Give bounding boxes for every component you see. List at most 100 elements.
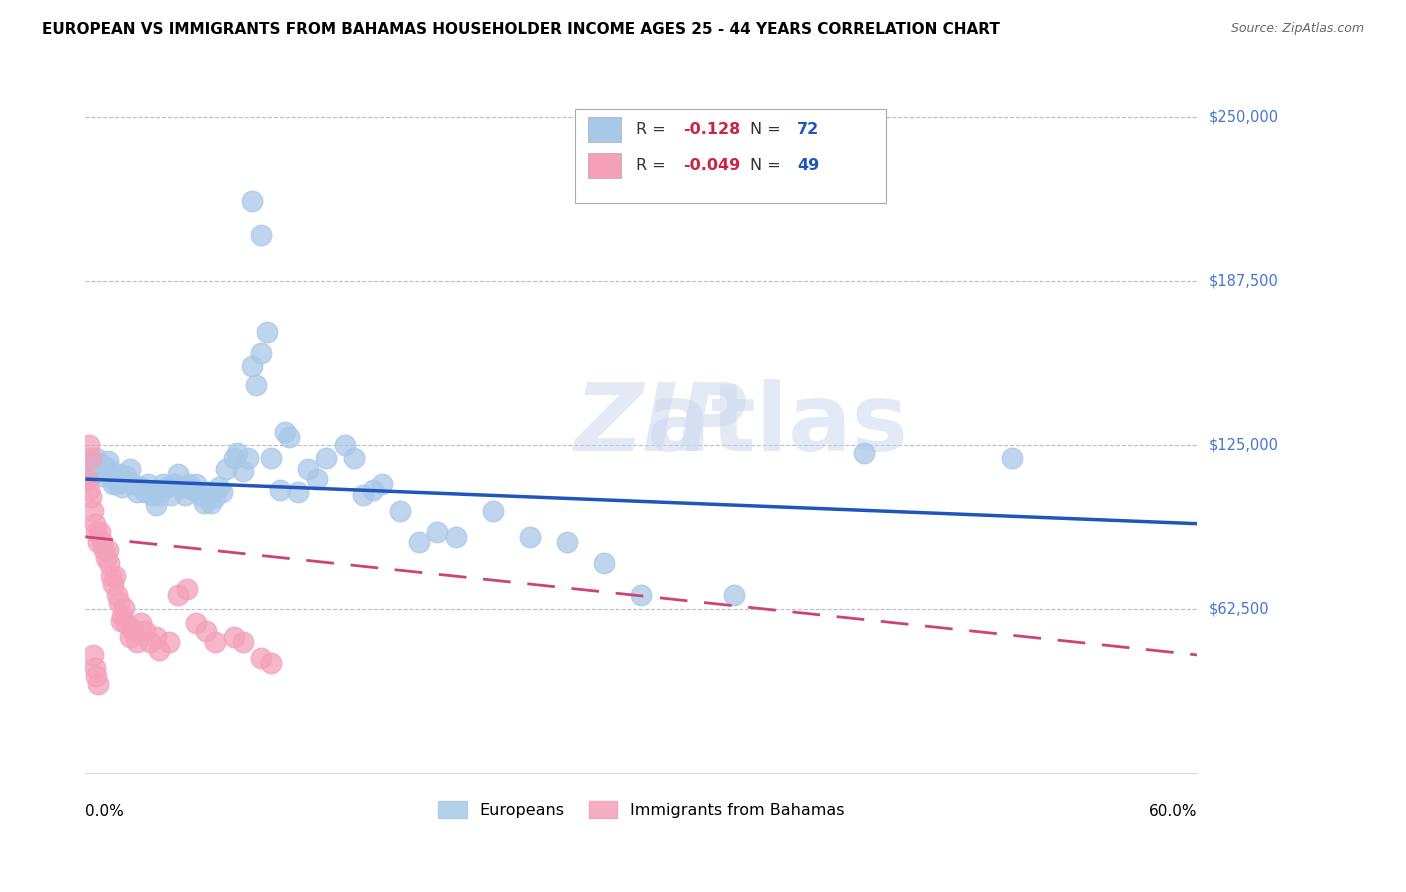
Point (122, 477, 145, 491)
Point (83, 461, 105, 475)
Point (157, 635, 180, 649)
Point (444, 530, 467, 544)
Point (96, 453, 118, 467)
Point (86, 451, 108, 466)
Point (186, 616, 208, 631)
Point (107, 467, 129, 481)
Point (181, 483, 204, 497)
Point (139, 635, 162, 649)
Point (105, 588, 128, 602)
Text: 60.0%: 60.0% (1149, 805, 1198, 820)
Point (107, 595, 129, 609)
Point (1001, 451, 1024, 466)
Point (129, 480, 152, 494)
Point (91, 469, 114, 483)
Point (176, 582, 198, 597)
Point (426, 524, 449, 539)
Bar (588, 117, 621, 142)
Point (167, 588, 190, 602)
Point (104, 472, 127, 486)
Point (723, 588, 745, 602)
Text: ZIP: ZIP (575, 379, 748, 471)
Point (250, 227, 273, 242)
Point (287, 485, 309, 500)
Point (111, 608, 134, 623)
Point (76, 472, 98, 486)
Point (259, 451, 281, 466)
Point (96, 543, 118, 558)
Point (208, 480, 231, 494)
Text: $62,500: $62,500 (1208, 601, 1270, 616)
Point (297, 461, 319, 475)
Point (118, 461, 141, 475)
Point (136, 477, 159, 491)
Point (122, 624, 145, 639)
Point (152, 477, 174, 491)
FancyBboxPatch shape (575, 109, 886, 202)
Text: EUROPEAN VS IMMIGRANTS FROM BAHAMAS HOUSEHOLDER INCOME AGES 25 - 44 YEARS CORREL: EUROPEAN VS IMMIGRANTS FROM BAHAMAS HOUS… (42, 22, 1000, 37)
Point (361, 483, 384, 497)
Point (519, 530, 541, 544)
Text: R =: R = (636, 122, 671, 137)
Text: 0.0%: 0.0% (86, 805, 124, 820)
Point (256, 325, 278, 339)
Point (222, 451, 245, 466)
Point (89, 524, 111, 539)
Point (80, 451, 103, 466)
Point (100, 569, 122, 583)
Point (211, 485, 233, 500)
Point (105, 477, 128, 491)
Text: $250,000: $250,000 (1208, 110, 1278, 124)
Point (200, 496, 222, 510)
Text: 72: 72 (797, 122, 820, 137)
Point (148, 642, 170, 657)
Point (83, 661, 105, 675)
Point (593, 556, 616, 570)
Text: Source: ZipAtlas.com: Source: ZipAtlas.com (1230, 22, 1364, 36)
Point (371, 477, 394, 491)
Text: 49: 49 (797, 158, 820, 173)
Point (77, 483, 100, 497)
Point (93, 543, 115, 558)
Point (343, 451, 366, 466)
Point (111, 480, 134, 494)
Point (352, 488, 374, 502)
Point (76, 472, 98, 486)
Point (82, 456, 104, 470)
Point (127, 485, 149, 500)
Point (87, 456, 110, 470)
Text: -0.128: -0.128 (683, 122, 741, 137)
Point (482, 503, 505, 517)
Text: N =: N = (751, 158, 786, 173)
Point (94, 550, 117, 565)
Point (89, 464, 111, 478)
Point (82, 648, 104, 662)
Point (148, 488, 170, 502)
Point (129, 616, 152, 631)
Point (94, 464, 117, 478)
Point (141, 488, 163, 502)
Point (204, 491, 226, 505)
Point (145, 499, 167, 513)
Point (315, 451, 337, 466)
Point (98, 556, 121, 570)
Point (82, 503, 104, 517)
Point (112, 600, 135, 615)
Point (98, 461, 121, 475)
Point (259, 656, 281, 670)
Point (80, 491, 103, 505)
Text: N =: N = (751, 122, 786, 137)
Text: R =: R = (636, 158, 671, 173)
Point (194, 624, 217, 639)
Point (110, 614, 132, 628)
Point (408, 535, 430, 549)
Point (204, 635, 226, 649)
Point (852, 446, 875, 460)
Point (197, 485, 219, 500)
Text: $125,000: $125,000 (1208, 437, 1278, 452)
Text: -0.049: -0.049 (683, 158, 741, 173)
Point (269, 483, 291, 497)
Point (134, 485, 156, 500)
Point (101, 477, 124, 491)
Point (186, 477, 208, 491)
